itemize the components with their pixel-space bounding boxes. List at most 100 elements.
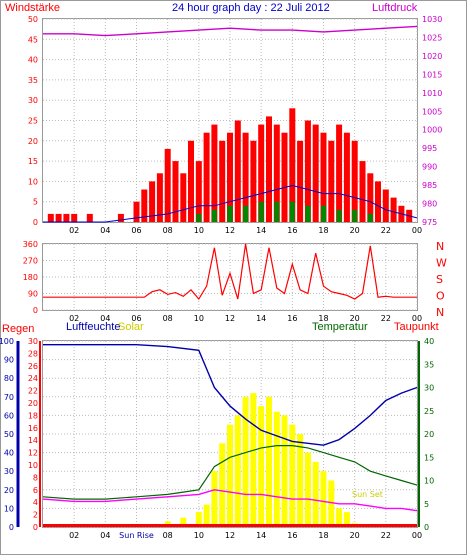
y-inner-tick-p3-14: 28 bbox=[28, 349, 38, 358]
y-outer-tick-p3-1: 10 bbox=[4, 504, 14, 513]
compass-tick-1: W bbox=[436, 257, 447, 270]
wind-bar-14 bbox=[195, 161, 202, 222]
y-inner-tick-p3-15: 30 bbox=[28, 337, 38, 346]
wind-bar-21 bbox=[250, 140, 257, 222]
y-right-tick-p1-9: 1020 bbox=[422, 52, 442, 61]
wind-bar-18 bbox=[227, 132, 233, 222]
wind-green-bar-11 bbox=[367, 213, 373, 222]
wind-bar-11 bbox=[172, 161, 179, 222]
compass-tick-4: N bbox=[436, 306, 444, 319]
y-right-tick-p3-5: 25 bbox=[424, 407, 434, 416]
solar-bar-13 bbox=[266, 396, 272, 527]
x-tick-1-8: 18 bbox=[318, 314, 328, 323]
wind-bar-34 bbox=[351, 140, 358, 222]
x-tick-2-7: 16 bbox=[287, 531, 297, 540]
rain-baseline bbox=[43, 524, 417, 527]
y-inner-tick-p3-1: 2 bbox=[33, 511, 38, 520]
y-inner-tick-p3-2: 4 bbox=[33, 498, 38, 507]
wind-bar-22 bbox=[258, 124, 265, 222]
chart-title: 24 hour graph day : 22 Juli 2012 bbox=[172, 2, 330, 14]
x-tick-0-9: 20 bbox=[350, 226, 360, 235]
x-tick-2-0: 02 bbox=[69, 531, 79, 540]
y-inner-tick-p3-3: 6 bbox=[33, 486, 38, 495]
y-inner-tick-p3-5: 10 bbox=[28, 461, 38, 470]
wind-bar-5 bbox=[117, 213, 124, 222]
solar-bar-17 bbox=[297, 434, 304, 527]
wind-bar-12 bbox=[180, 173, 187, 222]
wind-bar-33 bbox=[343, 132, 350, 222]
y-left-tick-p1-0: 0 bbox=[33, 218, 38, 227]
x-tick-0-3: 08 bbox=[163, 226, 173, 235]
wind-bar-4 bbox=[86, 213, 93, 222]
solar-bar-15 bbox=[281, 415, 288, 527]
wind-green-bar-0 bbox=[196, 213, 202, 222]
wind-bar-20 bbox=[242, 132, 249, 222]
y-right-tick-p1-10: 1025 bbox=[422, 33, 442, 42]
solar-bar-22 bbox=[336, 508, 343, 527]
x-tick-2-2: Sun Rise bbox=[119, 531, 154, 540]
y-left-tick-p1-2: 10 bbox=[28, 177, 38, 186]
wind-bar-6 bbox=[133, 201, 140, 222]
solar-bar-7 bbox=[219, 443, 226, 527]
wind-green-bar-9 bbox=[336, 209, 342, 222]
y-outer-tick-p3-5: 50 bbox=[4, 430, 14, 439]
y-right-tick-p1-4: 995 bbox=[422, 144, 437, 153]
wind-bar-35 bbox=[359, 161, 366, 222]
y-left-tick-p1-3: 15 bbox=[28, 157, 38, 166]
y-right-tick-p3-1: 5 bbox=[424, 500, 429, 509]
y-left-tick-p1-8: 40 bbox=[28, 56, 38, 65]
wind-green-bar-6 bbox=[289, 201, 295, 222]
solar-bar-12 bbox=[258, 406, 265, 527]
y-right-tick-p3-6: 30 bbox=[424, 384, 434, 393]
wind-bar-3 bbox=[71, 213, 78, 222]
solar-bar-23 bbox=[343, 512, 350, 527]
wind-bar-1 bbox=[55, 213, 62, 222]
y-inner-tick-p3-7: 14 bbox=[28, 436, 38, 445]
x-tick-0-6: 14 bbox=[256, 226, 266, 235]
x-tick-2-3: 08 bbox=[163, 531, 173, 540]
y-outer-tick-p3-9: 90 bbox=[4, 356, 14, 365]
wind-green-bar-10 bbox=[352, 209, 358, 222]
y-right-tick-p1-6: 1005 bbox=[422, 107, 442, 116]
wind-green-bar-1 bbox=[211, 209, 217, 222]
wind-average-line bbox=[43, 184, 418, 223]
solar-bar-3 bbox=[180, 517, 187, 527]
y-left-tick-p1-6: 30 bbox=[28, 96, 38, 105]
wind-bar-31 bbox=[328, 140, 335, 222]
x-tick-1-3: 08 bbox=[163, 314, 173, 323]
pressure-line bbox=[43, 25, 418, 37]
wind-green-bar-5 bbox=[274, 201, 280, 222]
compass-tick-0: N bbox=[436, 240, 444, 253]
x-tick-2-11: 00 bbox=[412, 531, 422, 540]
wind-bar-23 bbox=[266, 116, 272, 222]
solar-bar-4 bbox=[195, 512, 202, 527]
wind-bar-26 bbox=[289, 108, 296, 222]
y-left-tick-p1-1: 5 bbox=[33, 198, 38, 207]
y-inner-tick-p3-13: 26 bbox=[28, 362, 38, 371]
x-tick-0-5: 12 bbox=[225, 226, 235, 235]
humidity-line bbox=[43, 344, 418, 446]
wind-bar-13 bbox=[188, 140, 194, 222]
y-right-tick-p1-0: 975 bbox=[422, 218, 437, 227]
y-left-tick-p2-3: 270 bbox=[23, 257, 38, 266]
y-left-tick-p2-0: 0 bbox=[33, 306, 38, 315]
y-left-tick-p1-7: 35 bbox=[28, 76, 38, 85]
y-outer-tick-p3-0: 0 bbox=[9, 523, 14, 532]
x-tick-2-8: 18 bbox=[318, 531, 328, 540]
y-right-tick-p3-7: 35 bbox=[424, 360, 434, 369]
wind-bar-25 bbox=[281, 132, 288, 222]
wind-bar-17 bbox=[219, 140, 226, 222]
wind-bar-9 bbox=[156, 173, 163, 222]
x-tick-0-8: 18 bbox=[318, 226, 328, 235]
solar-bar-14 bbox=[273, 411, 280, 527]
y-outer-tick-p3-4: 40 bbox=[4, 449, 14, 458]
y-right-tick-p3-8: 40 bbox=[424, 337, 434, 346]
x-tick-1-5: 12 bbox=[225, 314, 235, 323]
y-outer-tick-p3-2: 20 bbox=[4, 486, 14, 495]
wind-green-bar-4 bbox=[258, 201, 264, 222]
x-tick-2-10: 22 bbox=[381, 531, 391, 540]
wind-bar-15 bbox=[203, 132, 210, 222]
wind-bar-16 bbox=[211, 124, 218, 222]
y-right-tick-p1-7: 1010 bbox=[422, 89, 442, 98]
